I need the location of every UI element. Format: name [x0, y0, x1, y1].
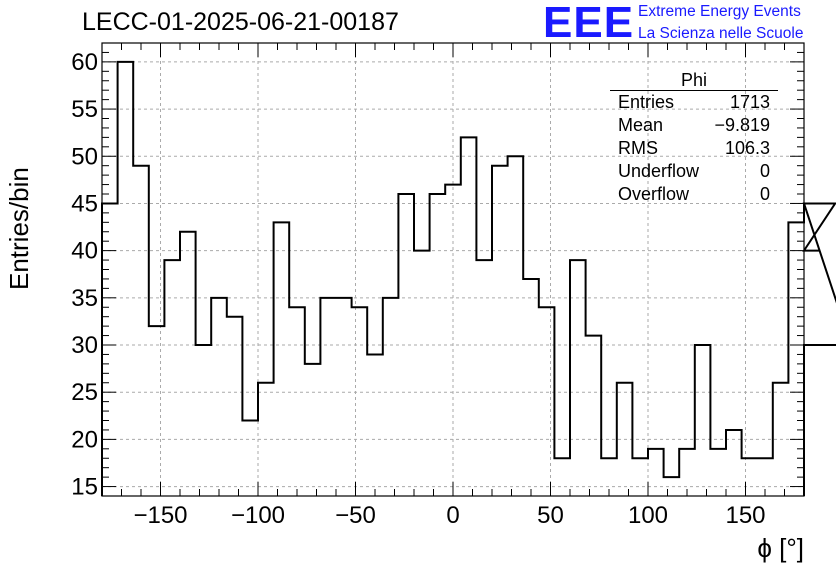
logo-caption-line1: Extreme Energy Events — [638, 3, 801, 20]
x-tick-label: −50 — [335, 502, 376, 529]
y-tick-label: 55 — [71, 96, 98, 123]
histogram-bin — [149, 326, 165, 496]
y-tick-label: 45 — [71, 190, 98, 217]
logo-caption-line2: La Scienza nelle Scuole — [638, 25, 804, 42]
histogram-bin — [320, 298, 336, 496]
histogram-bin — [118, 62, 134, 496]
histogram-bin — [227, 317, 243, 496]
histogram-bin — [710, 449, 726, 496]
stats-value: −9.819 — [714, 115, 770, 135]
histogram-bin — [383, 298, 399, 496]
stats-label: RMS — [618, 138, 658, 158]
grid-lines — [102, 43, 804, 496]
histogram-bin — [305, 364, 321, 496]
stats-value: 1713 — [729, 92, 770, 112]
y-tick-label: 30 — [71, 332, 98, 359]
histogram-bin — [180, 232, 196, 496]
stats-label: Overflow — [618, 184, 690, 204]
eee-logo: EEE — [543, 0, 635, 47]
stats-value: 0 — [759, 161, 770, 181]
y-tick-label: 60 — [71, 49, 98, 76]
y-tick-label: 25 — [71, 379, 98, 406]
x-tick-label: −150 — [133, 502, 187, 529]
stats-label: Underflow — [618, 161, 700, 181]
histogram-bin — [632, 458, 648, 496]
stats-name: Phi — [610, 70, 778, 91]
histogram-bin — [211, 298, 227, 496]
histogram-outline — [101, 60, 836, 496]
histogram-bin — [414, 251, 430, 496]
x-tick-label: 0 — [446, 502, 459, 529]
histogram-bin — [664, 477, 680, 496]
histogram-bin — [336, 298, 352, 496]
histogram-bin — [430, 194, 446, 496]
histogram-bin — [648, 449, 664, 496]
histogram-bin — [289, 307, 305, 496]
histogram-bin — [539, 307, 555, 496]
stats-label: Entries — [618, 92, 675, 112]
stats-box: Phi Entries 1713 Mean −9.819 RMS 106.3 U… — [610, 70, 778, 206]
y-tick-label: 15 — [71, 474, 98, 501]
histogram-bin — [492, 166, 508, 496]
histogram-bin — [352, 307, 368, 496]
stats-row-underflow: Underflow 0 — [610, 160, 778, 183]
histogram-bin — [586, 336, 602, 496]
histogram-bin — [788, 222, 804, 496]
histogram-bin — [133, 166, 149, 496]
histogram-bin — [367, 354, 383, 496]
histogram-bin — [679, 449, 695, 496]
plot-title: LECC-01-2025-06-21-00187 — [82, 8, 399, 36]
histogram-bin — [476, 260, 492, 496]
tick-labels: −150 −100 −50 0 50 100 150 15 20 25 30 35 40 45 50 55 60 — [71, 49, 765, 529]
stats-value: 0 — [759, 184, 770, 204]
histogram-bin — [695, 345, 711, 496]
stats-value: 106.3 — [724, 138, 770, 158]
stats-row-entries: Entries 1713 — [610, 91, 778, 114]
stats-label: Mean — [618, 115, 664, 135]
histogram-bin — [554, 458, 570, 496]
stats-row-mean: Mean −9.819 — [610, 114, 778, 137]
stats-row-overflow: Overflow 0 — [610, 183, 778, 206]
y-tick-label: 35 — [71, 285, 98, 312]
histogram-bin — [508, 156, 524, 496]
x-tick-label: −100 — [231, 502, 285, 529]
histogram-bin — [461, 137, 477, 496]
histogram-bin — [570, 260, 586, 496]
histogram-bin — [742, 458, 758, 496]
histogram-bin — [274, 222, 290, 496]
histogram-bin — [523, 279, 539, 496]
histogram-bin — [164, 260, 180, 496]
histogram-bin — [242, 421, 258, 497]
y-tick-label: 40 — [71, 238, 98, 265]
histogram-bin — [398, 194, 414, 496]
x-axis-label: ϕ [°] — [757, 533, 804, 563]
y-tick-label: 50 — [71, 143, 98, 170]
y-tick-label: 20 — [71, 426, 98, 453]
histogram-bin — [102, 203, 118, 496]
histogram-bin — [196, 345, 212, 496]
y-axis-label: Entries/bin — [4, 167, 34, 290]
histogram-bins — [101, 60, 836, 497]
x-tick-label: 150 — [725, 502, 765, 529]
x-tick-label: 50 — [537, 502, 564, 529]
stats-row-rms: RMS 106.3 — [610, 137, 778, 160]
x-tick-label: 100 — [628, 502, 668, 529]
